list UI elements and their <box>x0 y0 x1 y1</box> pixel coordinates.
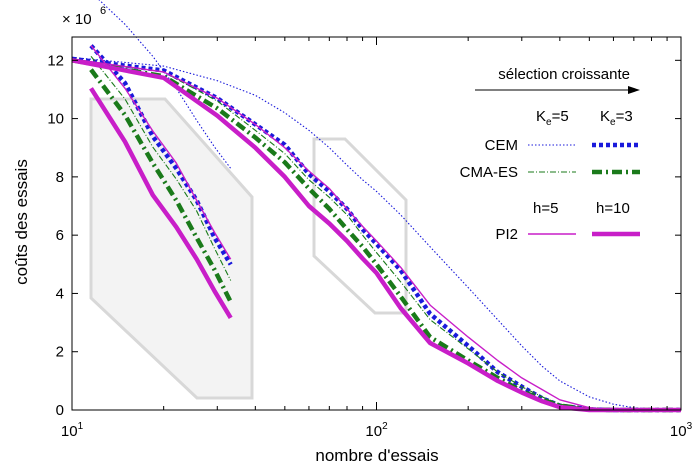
legend-row-cem: CEM <box>485 137 518 154</box>
y-multiplier: × 10 6 <box>62 5 106 28</box>
legend-row-cmaes: CMA-ES <box>460 164 518 181</box>
y-tick-label-6: 12 <box>47 52 64 69</box>
legend-header-k3: Ke=3 <box>600 108 633 128</box>
y-tick-label-0: 0 <box>56 402 64 419</box>
legend-header-h5: h=5 <box>533 200 558 217</box>
inset-panel <box>89 97 254 400</box>
y-tick-label-4: 8 <box>56 169 64 186</box>
legend-row-pi2: PI2 <box>495 226 518 243</box>
x-axis-title: nombre d'essais <box>315 446 438 465</box>
arrow-label: sélection croissante <box>498 66 630 83</box>
y-multiplier-exp: 6 <box>100 5 106 17</box>
inset-series-0 <box>98 0 232 169</box>
y-tick-label-1: 2 <box>56 344 64 361</box>
inset-series-3 <box>89 68 233 303</box>
legend: sélection croissante Ke=5 Ke=3 CEM CMA-E… <box>460 66 640 243</box>
legend-header-h10: h=10 <box>596 200 630 217</box>
inset-series-5 <box>89 87 233 320</box>
y-multiplier-base: × 10 <box>62 11 92 28</box>
y-tick-label-2: 4 <box>56 285 64 302</box>
y-tick-label-3: 6 <box>56 227 64 244</box>
legend-header-k5: Ke=5 <box>536 108 569 128</box>
x-tick-label-0: 101 <box>61 421 84 440</box>
series-cmaes-3 <box>71 58 681 413</box>
axis-ticks: 0 2 4 6 8 10 12 101 102 103 <box>47 37 693 440</box>
selection-arrow-head <box>628 86 640 94</box>
x-tick-label-1: 102 <box>365 421 388 440</box>
inset-series-4 <box>90 45 232 260</box>
y-axis-title: coûts des essais <box>12 159 31 285</box>
y-tick-label-5: 10 <box>47 111 64 128</box>
x-tick-label-2: 103 <box>670 421 693 440</box>
series-cem-0 <box>71 56 682 411</box>
inset-series-1 <box>89 44 233 266</box>
